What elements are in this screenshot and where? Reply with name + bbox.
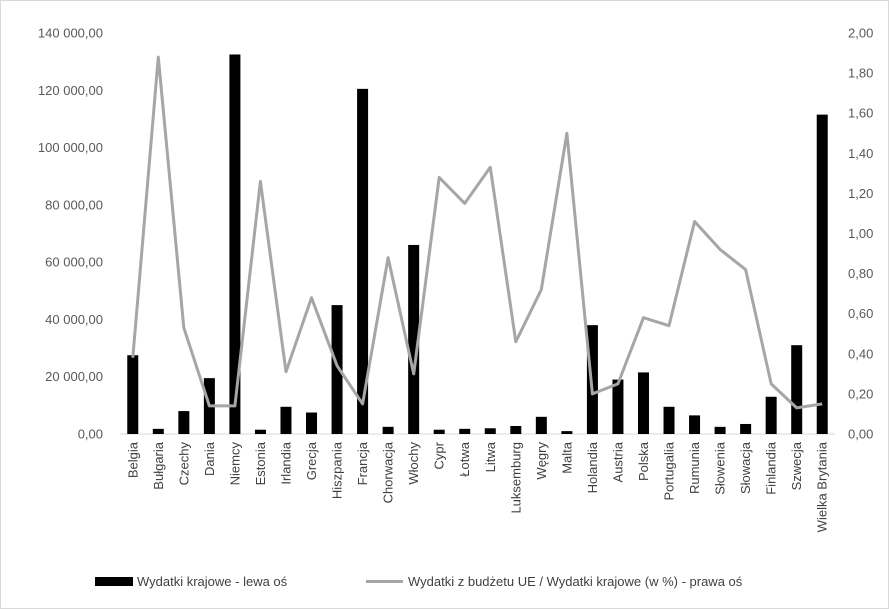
category-label: Łotwa — [457, 441, 472, 476]
left-tick-label: 140 000,00 — [38, 26, 103, 41]
category-label: Polska — [636, 441, 651, 481]
category-label: Włochy — [406, 442, 421, 485]
category-label: Dania — [202, 441, 217, 476]
category-label: Hiszpania — [330, 441, 345, 499]
right-tick-label: 1,00 — [848, 226, 873, 241]
left-tick-label: 20 000,00 — [45, 369, 103, 384]
bar — [254, 429, 266, 434]
bar-series — [127, 54, 828, 434]
category-label: Węgry — [534, 442, 549, 480]
right-tick-label: 1,40 — [848, 146, 873, 161]
bar — [484, 428, 496, 434]
left-tick-label: 120 000,00 — [38, 83, 103, 98]
bar — [510, 425, 522, 434]
bar — [561, 431, 573, 434]
left-y-axis: 0,00 20 000,00 40 000,00 60 000,00 80 000,00… — [38, 26, 103, 442]
bar — [816, 114, 828, 434]
legend-line-label: Wydatki z budżetu UE / Wydatki krajowe (… — [408, 574, 743, 589]
category-label: Słowenia — [713, 441, 728, 495]
category-label: Francja — [355, 441, 370, 485]
category-label: Austria — [610, 441, 625, 482]
bar — [127, 355, 139, 434]
bar — [612, 379, 624, 434]
category-label: Grecja — [304, 441, 319, 480]
series-line — [131, 55, 823, 410]
right-tick-label: 1,80 — [848, 66, 873, 81]
bar — [714, 426, 726, 434]
left-tick-label: 100 000,00 — [38, 140, 103, 155]
bar — [433, 429, 445, 434]
right-tick-label: 0,60 — [848, 306, 873, 321]
category-label: Malta — [559, 441, 574, 474]
bar — [331, 305, 343, 434]
right-tick-label: 0,00 — [848, 427, 873, 442]
legend: Wydatki krajowe - lewa oś Wydatki z budż… — [95, 574, 743, 589]
right-tick-label: 2,00 — [848, 26, 873, 41]
category-label: Bułgaria — [151, 441, 166, 489]
right-tick-label: 1,20 — [848, 186, 873, 201]
left-tick-label: 40 000,00 — [45, 312, 103, 327]
category-label: Rumunia — [687, 441, 702, 494]
bar — [765, 396, 777, 434]
category-label: Holandia — [585, 441, 600, 493]
bar — [689, 415, 701, 434]
category-label: Niemcy — [227, 442, 242, 486]
legend-bar-label: Wydatki krajowe - lewa oś — [137, 574, 288, 589]
category-label: Wielka Brytania — [815, 441, 830, 532]
bar — [408, 244, 420, 434]
right-tick-label: 0,80 — [848, 266, 873, 281]
category-label: Chorwacja — [381, 441, 396, 503]
bar — [229, 54, 241, 434]
right-tick-label: 1,60 — [848, 106, 873, 121]
bar — [357, 88, 369, 434]
bar — [382, 426, 394, 434]
bar — [152, 428, 164, 434]
category-label: Cypr — [432, 441, 447, 469]
category-label: Czechy — [176, 442, 191, 486]
bar — [280, 406, 292, 434]
bar — [791, 345, 803, 434]
category-label: Estonia — [253, 441, 268, 485]
category-label: Belgia — [125, 441, 140, 478]
bar — [663, 406, 675, 434]
right-y-axis: 0,00 0,20 0,40 0,60 0,80 1,00 1,20 1,40 1,60 1,80… — [848, 26, 873, 442]
x-axis-categories: Belgia Bułgaria Czechy Dania Niemcy Estonia Ir… — [125, 441, 829, 532]
line-series — [131, 55, 823, 410]
legend-bar-swatch — [95, 577, 133, 586]
right-tick-label: 0,40 — [848, 346, 873, 361]
category-label: Finlandia — [764, 441, 779, 495]
bar — [178, 411, 190, 434]
bar — [637, 372, 649, 434]
category-label: Litwa — [483, 441, 498, 472]
right-tick-label: 0,20 — [848, 386, 873, 401]
category-label: Luksemburg — [508, 442, 523, 514]
category-label: Słowacja — [738, 441, 753, 494]
bar — [306, 412, 318, 434]
bar — [459, 428, 471, 434]
left-tick-label: 0,00 — [78, 427, 103, 442]
left-tick-label: 80 000,00 — [45, 197, 103, 212]
left-tick-label: 60 000,00 — [45, 255, 103, 270]
bar — [740, 423, 752, 434]
category-label: Szwecja — [789, 441, 804, 490]
category-label: Portugalia — [662, 441, 677, 500]
category-label: Irlandia — [279, 441, 294, 484]
bar — [535, 416, 547, 434]
